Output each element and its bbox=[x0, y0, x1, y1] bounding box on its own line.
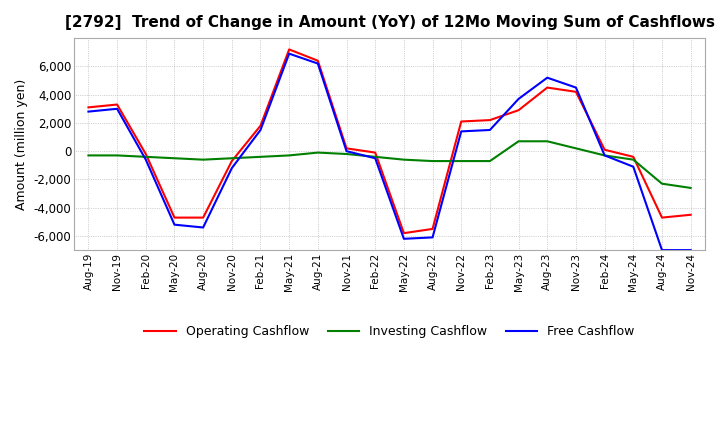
Operating Cashflow bbox=[543, 85, 552, 90]
Investing Cashflow bbox=[371, 154, 379, 159]
Legend: Operating Cashflow, Investing Cashflow, Free Cashflow: Operating Cashflow, Investing Cashflow, … bbox=[140, 320, 639, 343]
Investing Cashflow bbox=[543, 139, 552, 144]
Operating Cashflow bbox=[170, 215, 179, 220]
Investing Cashflow bbox=[600, 153, 609, 158]
Line: Free Cashflow: Free Cashflow bbox=[89, 54, 690, 250]
Investing Cashflow bbox=[141, 154, 150, 159]
Investing Cashflow bbox=[400, 157, 408, 162]
Operating Cashflow bbox=[485, 117, 494, 123]
Operating Cashflow bbox=[285, 47, 294, 52]
Free Cashflow bbox=[313, 61, 322, 66]
Operating Cashflow bbox=[113, 102, 122, 107]
Operating Cashflow bbox=[84, 105, 93, 110]
Investing Cashflow bbox=[313, 150, 322, 155]
Investing Cashflow bbox=[485, 158, 494, 164]
Operating Cashflow bbox=[629, 154, 638, 159]
Free Cashflow bbox=[457, 129, 466, 134]
Operating Cashflow bbox=[600, 147, 609, 152]
Operating Cashflow bbox=[428, 226, 437, 231]
Investing Cashflow bbox=[199, 157, 207, 162]
Free Cashflow bbox=[285, 51, 294, 56]
Operating Cashflow bbox=[686, 212, 695, 217]
Operating Cashflow bbox=[400, 231, 408, 236]
Investing Cashflow bbox=[342, 151, 351, 157]
Investing Cashflow bbox=[457, 158, 466, 164]
Investing Cashflow bbox=[256, 154, 265, 159]
Free Cashflow bbox=[657, 247, 666, 253]
Investing Cashflow bbox=[686, 185, 695, 191]
Line: Operating Cashflow: Operating Cashflow bbox=[89, 49, 690, 233]
Free Cashflow bbox=[686, 247, 695, 253]
Investing Cashflow bbox=[170, 156, 179, 161]
Investing Cashflow bbox=[113, 153, 122, 158]
Line: Investing Cashflow: Investing Cashflow bbox=[89, 141, 690, 188]
Investing Cashflow bbox=[657, 181, 666, 186]
Investing Cashflow bbox=[84, 153, 93, 158]
Operating Cashflow bbox=[256, 123, 265, 128]
Operating Cashflow bbox=[313, 58, 322, 63]
Free Cashflow bbox=[170, 222, 179, 227]
Free Cashflow bbox=[600, 153, 609, 158]
Y-axis label: Amount (million yen): Amount (million yen) bbox=[15, 78, 28, 210]
Free Cashflow bbox=[371, 156, 379, 161]
Investing Cashflow bbox=[514, 139, 523, 144]
Free Cashflow bbox=[485, 127, 494, 132]
Operating Cashflow bbox=[371, 150, 379, 155]
Investing Cashflow bbox=[428, 158, 437, 164]
Free Cashflow bbox=[543, 75, 552, 81]
Free Cashflow bbox=[199, 225, 207, 230]
Free Cashflow bbox=[342, 149, 351, 154]
Free Cashflow bbox=[113, 106, 122, 111]
Free Cashflow bbox=[428, 235, 437, 240]
Operating Cashflow bbox=[457, 119, 466, 124]
Operating Cashflow bbox=[514, 107, 523, 113]
Title: [2792]  Trend of Change in Amount (YoY) of 12Mo Moving Sum of Cashflows: [2792] Trend of Change in Amount (YoY) o… bbox=[65, 15, 714, 30]
Investing Cashflow bbox=[285, 153, 294, 158]
Free Cashflow bbox=[84, 109, 93, 114]
Free Cashflow bbox=[514, 96, 523, 102]
Operating Cashflow bbox=[657, 215, 666, 220]
Operating Cashflow bbox=[228, 158, 236, 164]
Free Cashflow bbox=[572, 85, 580, 90]
Operating Cashflow bbox=[199, 215, 207, 220]
Operating Cashflow bbox=[342, 146, 351, 151]
Free Cashflow bbox=[629, 164, 638, 169]
Operating Cashflow bbox=[141, 151, 150, 157]
Free Cashflow bbox=[256, 127, 265, 132]
Investing Cashflow bbox=[228, 156, 236, 161]
Investing Cashflow bbox=[572, 146, 580, 151]
Free Cashflow bbox=[228, 165, 236, 171]
Free Cashflow bbox=[141, 157, 150, 162]
Operating Cashflow bbox=[572, 89, 580, 95]
Investing Cashflow bbox=[629, 157, 638, 162]
Free Cashflow bbox=[400, 236, 408, 242]
